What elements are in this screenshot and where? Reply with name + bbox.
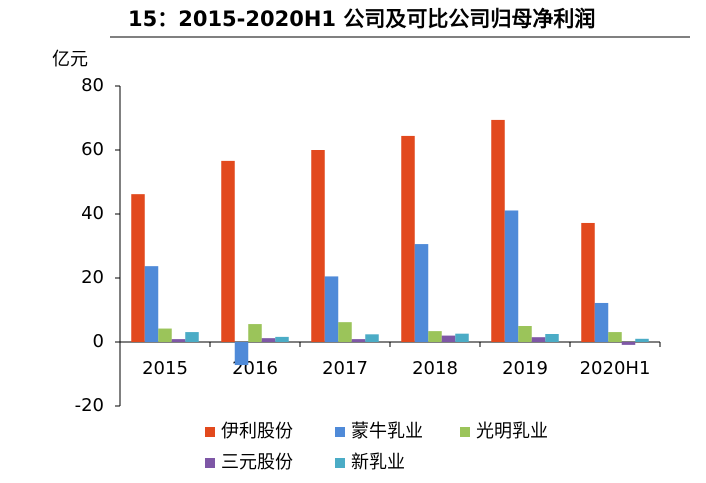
x-tick-label: 2015 (142, 358, 188, 379)
bar (351, 339, 366, 342)
x-tick-label: 2020H1 (580, 358, 651, 379)
bar (531, 337, 546, 342)
bar (311, 150, 325, 342)
bar (635, 338, 649, 342)
legend-label: 蒙牛乳业 (351, 421, 423, 442)
y-tick-label: 40 (81, 203, 104, 224)
legend-swatch (205, 458, 215, 468)
y-tick-label: 60 (81, 139, 104, 160)
bar (248, 324, 262, 342)
legend-swatch (460, 427, 470, 437)
bar (131, 194, 145, 342)
x-tick-label: 2019 (502, 358, 548, 379)
bar (171, 339, 186, 342)
legend-swatch (205, 427, 215, 437)
bar (545, 334, 559, 342)
legend-label: 伊利股份 (221, 421, 293, 442)
bar (158, 328, 172, 342)
bar (275, 336, 289, 342)
y-axis-label: 亿元 (52, 49, 88, 70)
bar (441, 335, 456, 342)
bar (401, 135, 415, 342)
y-tick-label: 0 (93, 331, 104, 352)
bar (621, 342, 636, 345)
bar (608, 332, 622, 342)
bar (338, 322, 352, 342)
y-tick-label: 20 (81, 267, 104, 288)
y-tick-label: -20 (75, 395, 104, 416)
x-tick-label: 2017 (322, 358, 368, 379)
legend-label: 光明乳业 (476, 421, 548, 442)
bar (581, 222, 595, 342)
bar (414, 244, 429, 342)
legend-swatch (335, 458, 345, 468)
bar (455, 333, 469, 342)
legend-label: 三元股份 (221, 452, 293, 473)
bar (234, 342, 249, 366)
bar (261, 338, 276, 342)
bar (491, 119, 505, 342)
bar (221, 160, 235, 342)
y-tick-label: 80 (81, 75, 104, 96)
x-tick-label: 2018 (412, 358, 458, 379)
bar (594, 302, 609, 342)
bar (365, 334, 379, 342)
bar (428, 331, 442, 342)
bar (185, 332, 199, 342)
bar (504, 210, 519, 342)
legend-label: 新乳业 (351, 452, 405, 473)
bar (144, 266, 159, 342)
legend-swatch (335, 427, 345, 437)
bar (324, 276, 339, 342)
chart-title: 15：2015-2020H1 公司及可比公司归母净利润 (128, 7, 595, 31)
bar (518, 326, 532, 342)
